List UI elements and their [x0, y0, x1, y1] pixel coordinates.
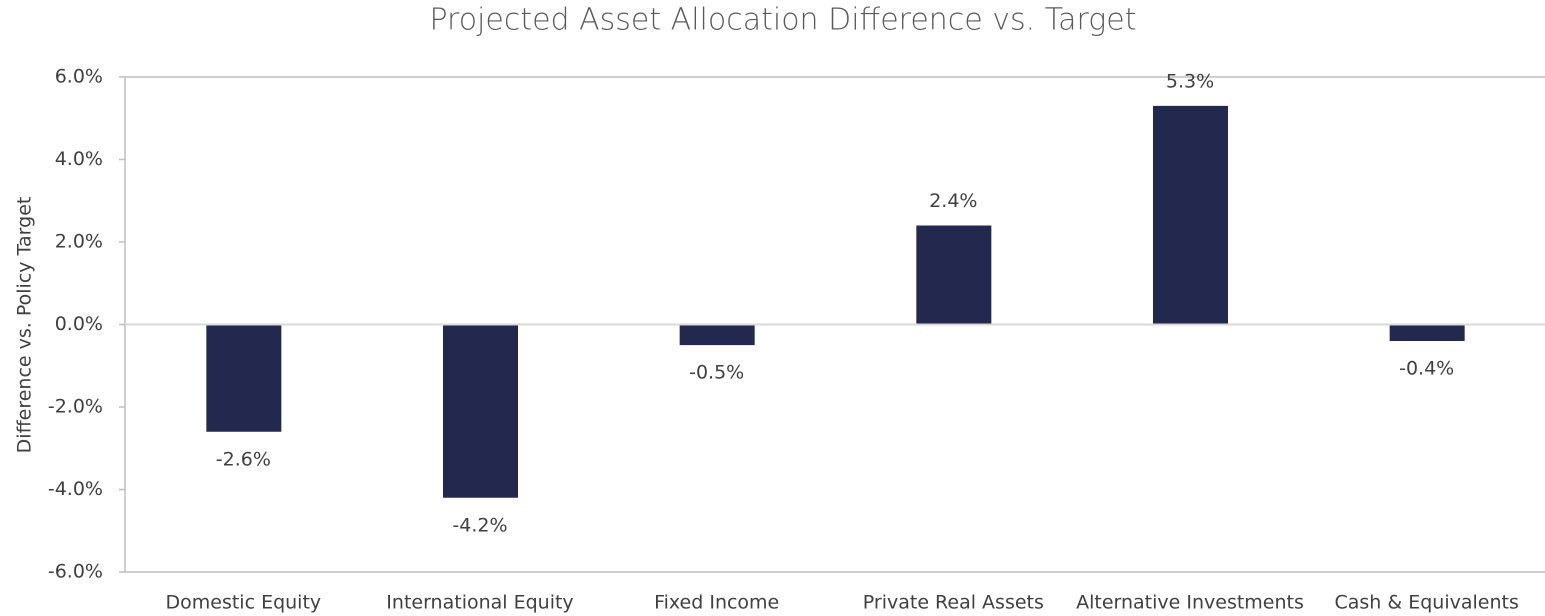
bar	[1153, 105, 1228, 325]
bar	[443, 324, 518, 498]
bar	[916, 225, 992, 325]
y-tick-label: 4.0%	[55, 148, 103, 170]
x-tick-label: Alternative Investments	[1076, 592, 1304, 614]
x-tick-label: International Equity	[386, 592, 573, 614]
bar	[679, 324, 755, 346]
y-axis-label: Difference vs. Policy Target	[14, 197, 36, 454]
x-tick-label: Fixed Income	[654, 592, 779, 614]
y-tick-label: 0.0%	[55, 313, 103, 335]
data-label: -2.6%	[216, 448, 271, 470]
data-label: -0.4%	[1399, 358, 1454, 380]
y-tick-label: -2.0%	[48, 396, 103, 418]
x-tick-label: Cash & Equivalents	[1334, 592, 1518, 614]
data-label: -4.2%	[452, 514, 507, 536]
data-label: -0.5%	[689, 362, 744, 384]
y-tick-label: -6.0%	[48, 561, 103, 583]
y-tick-label: -4.0%	[48, 478, 103, 500]
x-tick-label: Private Real Assets	[863, 592, 1044, 614]
bar	[206, 324, 282, 432]
x-tick-label: Domestic Equity	[166, 592, 322, 614]
bar	[1389, 324, 1465, 341]
data-label: 2.4%	[929, 190, 977, 212]
y-tick-label: 2.0%	[55, 231, 103, 253]
data-label: 5.3%	[1166, 70, 1214, 92]
y-tick-label: 6.0%	[55, 66, 103, 88]
chart-title: Projected Asset Allocation Difference vs…	[429, 3, 1136, 38]
